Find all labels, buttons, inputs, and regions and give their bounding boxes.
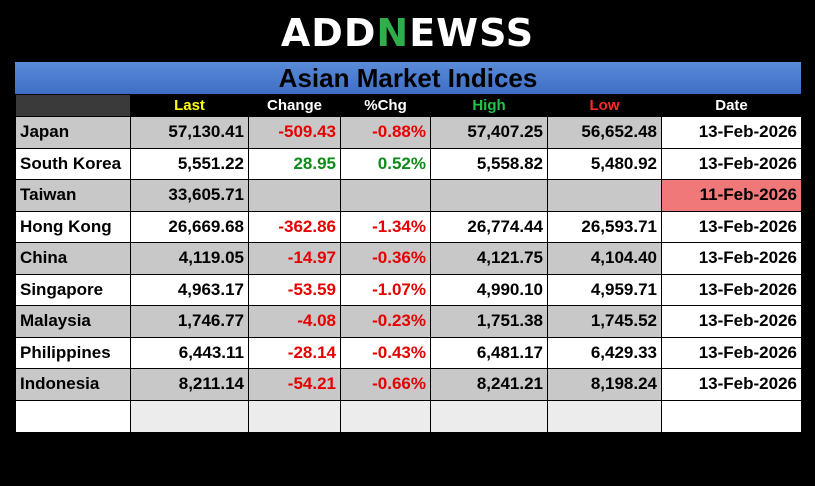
table-header-row: Last Change %Chg High Low Date [15,94,802,117]
cell-low: 5,480.92 [547,147,662,180]
cell-pct: -1.34% [340,210,431,243]
cell-pct: -0.43% [340,336,431,369]
cell-pct: -0.23% [340,305,431,338]
cell-change: -53.59 [248,273,341,306]
cell-low: 8,198.24 [547,368,662,401]
logo-text-add: ADD [280,11,377,55]
header-low: Low [547,94,662,117]
cell-last: 26,669.68 [130,210,249,243]
empty-cell [130,399,249,433]
cell-high: 4,990.10 [430,273,548,306]
empty-cell [15,399,131,433]
cell-high: 26,774.44 [430,210,548,243]
cell-date: 11-Feb-2026 [661,179,802,212]
table-row: Malaysia 1,746.77 -4.08 -0.23% 1,751.38 1,745… [15,305,802,338]
cell-date: 13-Feb-2026 [661,116,802,149]
cell-high: 4,121.75 [430,242,548,275]
table-row: Indonesia 8,211.14 -54.21 -0.66% 8,241.21 8,1… [15,368,802,401]
cell-pct: -1.07% [340,273,431,306]
table-title: Asian Market Indices [15,62,801,94]
cell-index-name: Taiwan [15,179,131,212]
cell-pct: -0.36% [340,242,431,275]
cell-date: 13-Feb-2026 [661,273,802,306]
cell-pct: -0.88% [340,116,431,149]
logo-text-ewss: EWSS [409,11,535,55]
header-last: Last [130,94,249,117]
cell-index-name: Malaysia [15,305,131,338]
table-row: Singapore 4,963.17 -53.59 -1.07% 4,990.10 4,9… [15,273,802,306]
cell-high [430,179,548,212]
cell-date: 13-Feb-2026 [661,242,802,275]
cell-change: 28.95 [248,147,341,180]
cell-last: 5,551.22 [130,147,249,180]
table-row: Japan 57,130.41 -509.43 -0.88% 57,407.25 56,6… [15,116,802,149]
cell-change: -4.08 [248,305,341,338]
cell-index-name: Japan [15,116,131,149]
cell-last: 6,443.11 [130,336,249,369]
logo-text-n: N [376,11,410,55]
cell-date: 13-Feb-2026 [661,336,802,369]
market-indices-table: Last Change %Chg High Low Date Japan 57,1… [15,94,802,433]
header-change: Change [248,94,341,117]
cell-pct: 0.52% [340,147,431,180]
cell-last: 1,746.77 [130,305,249,338]
cell-index-name: Indonesia [15,368,131,401]
cell-last: 4,119.05 [130,242,249,275]
empty-row [15,399,802,433]
cell-high: 8,241.21 [430,368,548,401]
cell-high: 6,481.17 [430,336,548,369]
cell-last: 8,211.14 [130,368,249,401]
cell-index-name: Hong Kong [15,210,131,243]
header-pct-change: %Chg [340,94,431,117]
cell-low: 6,429.33 [547,336,662,369]
cell-date: 13-Feb-2026 [661,210,802,243]
cell-date: 13-Feb-2026 [661,147,802,180]
empty-cell [547,399,662,433]
cell-low: 4,959.71 [547,273,662,306]
cell-change: -28.14 [248,336,341,369]
empty-cell [248,399,341,433]
cell-last: 57,130.41 [130,116,249,149]
cell-low [547,179,662,212]
empty-cell [340,399,431,433]
table-row: Hong Kong 26,669.68 -362.86 -1.34% 26,774.44… [15,210,802,243]
cell-low: 56,652.48 [547,116,662,149]
cell-high: 57,407.25 [430,116,548,149]
cell-last: 33,605.71 [130,179,249,212]
header-high: High [430,94,548,117]
table-row: China 4,119.05 -14.97 -0.36% 4,121.75 4,104.4… [15,242,802,275]
cell-change: -362.86 [248,210,341,243]
table-row: South Korea 5,551.22 28.95 0.52% 5,558.82 5,4… [15,147,802,180]
cell-index-name: Philippines [15,336,131,369]
cell-index-name: Singapore [15,273,131,306]
cell-change: -509.43 [248,116,341,149]
header-date: Date [661,94,802,117]
cell-high: 5,558.82 [430,147,548,180]
table-row: Taiwan 33,605.71 11-Feb-2026 [15,179,802,212]
empty-cell [430,399,548,433]
cell-low: 1,745.52 [547,305,662,338]
cell-pct: -0.66% [340,368,431,401]
cell-low: 26,593.71 [547,210,662,243]
brand-logo: ADDNEWSS [0,8,815,58]
cell-last: 4,963.17 [130,273,249,306]
empty-cell [661,399,802,433]
header-name [15,94,131,117]
table-row: Philippines 6,443.11 -28.14 -0.43% 6,481.17 6… [15,336,802,369]
cell-low: 4,104.40 [547,242,662,275]
cell-index-name: South Korea [15,147,131,180]
cell-change: -14.97 [248,242,341,275]
cell-change: -54.21 [248,368,341,401]
cell-high: 1,751.38 [430,305,548,338]
cell-date: 13-Feb-2026 [661,368,802,401]
cell-date: 13-Feb-2026 [661,305,802,338]
cell-pct [340,179,431,212]
cell-change [248,179,341,212]
cell-index-name: China [15,242,131,275]
